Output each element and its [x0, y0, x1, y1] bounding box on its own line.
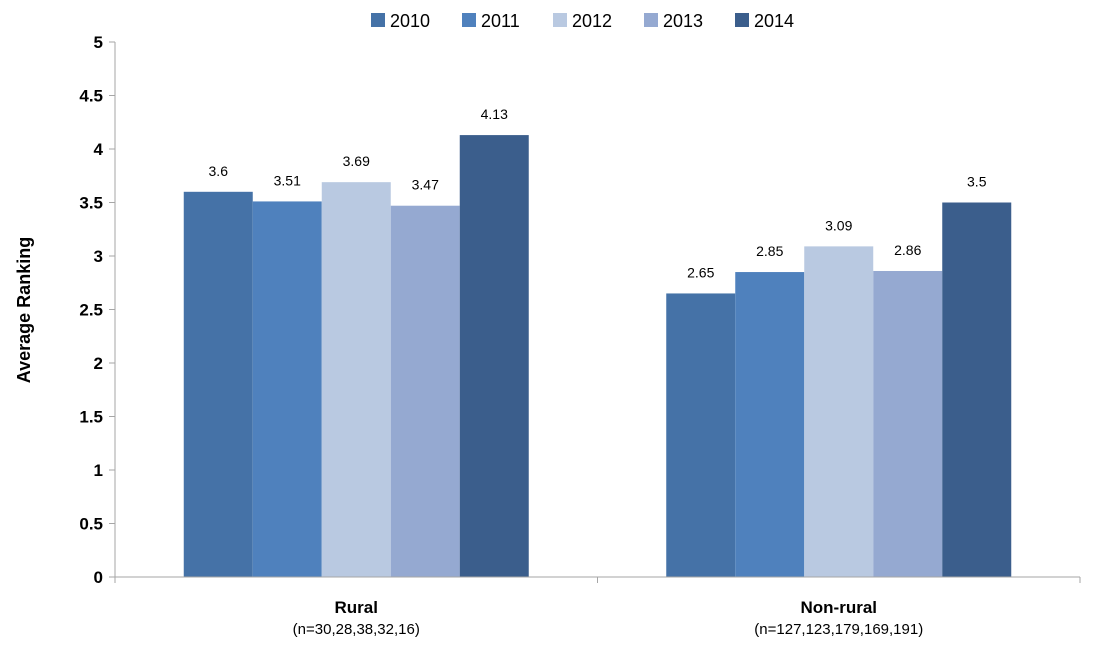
- x-category-label: Rural: [335, 598, 378, 617]
- legend-swatch: [553, 13, 567, 27]
- data-label: 2.86: [894, 242, 921, 258]
- bar: [459, 135, 529, 577]
- legend-label: 2012: [572, 11, 612, 31]
- chart-legend: 2010 2011 2012 2013 2014: [371, 11, 794, 31]
- x-axis: Rural (n=30,28,38,32,16) Non-rural (n=127,1…: [114, 576, 1081, 638]
- bar: [252, 201, 322, 577]
- legend-swatch: [371, 13, 385, 27]
- bar: [390, 205, 460, 577]
- y-tick-label: 0.5: [79, 515, 103, 534]
- data-label: 3.6: [209, 163, 229, 179]
- bar: [666, 293, 736, 577]
- bar: [321, 182, 391, 578]
- y-tick-label: 4.5: [79, 87, 103, 106]
- x-category-sublabel: (n=127,123,179,169,191): [754, 621, 923, 638]
- legend-label: 2014: [754, 11, 794, 31]
- data-label: 2.85: [756, 243, 783, 259]
- y-tick-label: 0: [94, 568, 103, 587]
- bar: [735, 272, 805, 577]
- bars-group: 3.6 3.51 3.69 3.47 4.13 2.65 2.85 3.09 2.86 3.5: [183, 106, 1012, 578]
- data-label: 4.13: [481, 106, 508, 122]
- legend-swatch: [735, 13, 749, 27]
- legend-label: 2010: [390, 11, 430, 31]
- bar: [804, 246, 874, 577]
- data-label: 2.65: [687, 264, 714, 280]
- data-label: 3.09: [825, 217, 852, 233]
- legend-label: 2011: [481, 11, 520, 31]
- x-category-sublabel: (n=30,28,38,32,16): [293, 621, 420, 638]
- y-axis-title: Average Ranking: [14, 237, 34, 383]
- y-tick-label: 2.5: [79, 301, 103, 320]
- y-tick-label: 3.5: [79, 194, 103, 213]
- x-category-label: Non-rural: [801, 598, 878, 617]
- legend-swatch: [644, 13, 658, 27]
- legend-label: 2013: [663, 11, 703, 31]
- data-label: 3.47: [412, 177, 439, 193]
- y-axis: 0 0.5 1 1.5 2 2.5 3 3.5 4 4.5 5: [79, 33, 116, 587]
- legend-swatch: [462, 13, 476, 27]
- data-label: 3.5: [967, 174, 987, 190]
- y-tick-label: 1.5: [79, 408, 103, 427]
- y-tick-label: 2: [94, 354, 103, 373]
- bar: [183, 191, 253, 578]
- y-tick-label: 4: [94, 140, 104, 159]
- y-tick-label: 5: [94, 33, 103, 52]
- bar: [873, 270, 943, 577]
- data-label: 3.69: [343, 153, 370, 169]
- y-tick-label: 1: [94, 461, 103, 480]
- y-tick-label: 3: [94, 247, 103, 266]
- bar: [942, 202, 1012, 577]
- data-label: 3.51: [274, 172, 301, 188]
